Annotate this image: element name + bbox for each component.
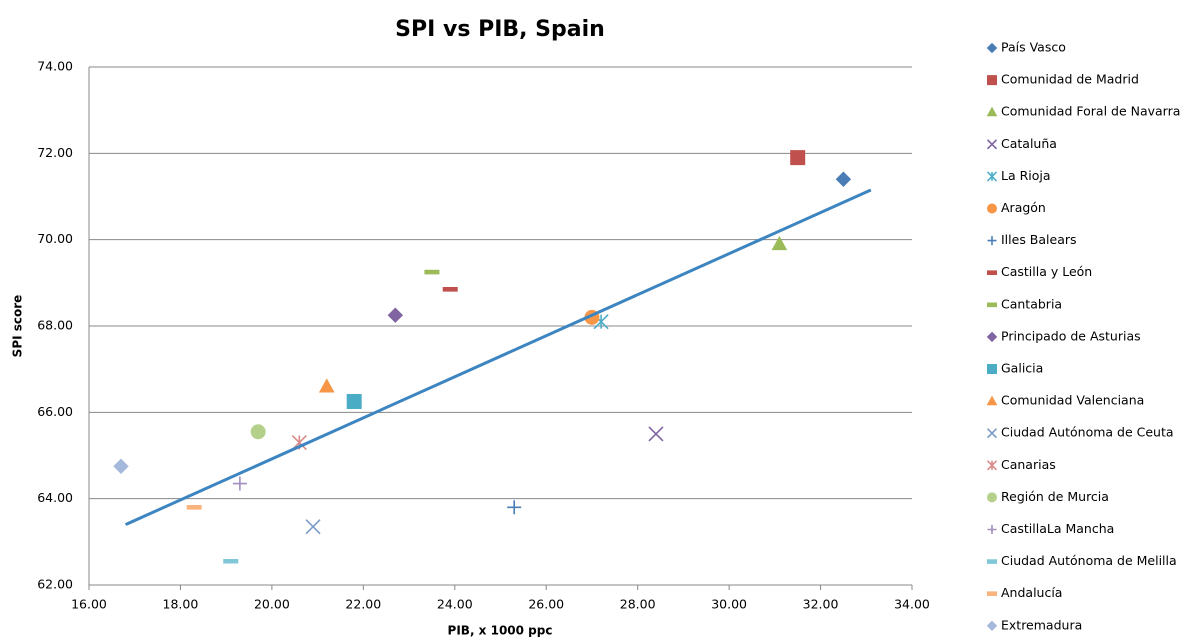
x-tick-label: 16.00 [71,597,107,612]
legend-label: Cantabria [1001,296,1062,311]
legend-label: Illes Balears [1001,232,1077,247]
x-tick-label: 34.00 [894,597,930,612]
x-tick-label: 20.00 [254,597,290,612]
point [346,394,362,410]
legend-label: Aragón [1001,200,1046,215]
legend-label: Región de Murcia [1001,489,1109,504]
legend-label: Canarias [1001,457,1056,472]
trendline [124,188,872,526]
point [771,235,788,251]
y-tick-label: 70.00 [37,231,73,246]
legend-label: Ciudad Autónoma de Ceuta [1001,425,1174,440]
legend-label: Castilla y León [1001,264,1092,279]
y-tick-label: 62.00 [37,577,73,592]
legend-label: CastillaLa Mancha [1001,521,1114,536]
x-tick-label: 28.00 [620,597,656,612]
point [424,269,440,275]
legend-marker [986,139,998,150]
legend-label: Andalucía [1001,585,1062,600]
point [250,424,266,440]
legend-marker [986,492,998,503]
point [648,426,664,442]
legend-marker [986,42,998,54]
point [305,519,321,535]
legend-label: Comunidad Valenciana [1001,393,1144,408]
legend-label: País Vasco [1001,40,1066,55]
legend-marker [987,591,997,596]
legend-marker [987,270,997,275]
legend-label: La Rioja [1001,168,1051,183]
legend-marker [986,428,998,439]
legend-marker [987,364,997,374]
x-axis-title: PIB, x 1000 ppc [448,624,553,638]
legend-marker [986,203,998,214]
point [790,150,806,166]
legend-label: Galicia [1001,361,1043,376]
x-tick-label: 18.00 [163,597,199,612]
legend-marker [986,460,998,471]
x-tick-label: 24.00 [437,597,473,612]
y-tick-label: 74.00 [37,59,73,74]
legend-marker [987,236,997,246]
legend-marker [986,395,998,406]
y-tick-label: 66.00 [37,404,73,419]
legend-marker [986,171,998,182]
legend-label: Cataluña [1001,136,1057,151]
point [232,476,247,491]
legend-label: Comunidad Foral de Navarra [1001,104,1180,119]
point [387,307,404,323]
point [223,558,239,564]
y-tick-label: 72.00 [37,145,73,160]
legend-marker [987,525,997,534]
x-tick-label: 22.00 [345,597,381,612]
legend-marker [986,331,998,343]
point [113,458,129,474]
x-tick-label: 32.00 [803,597,839,612]
chart-title: SPI vs PIB, Spain [395,17,605,42]
legend-marker [986,106,998,117]
legend-label: Ciudad Autónoma de Melilla [1001,553,1177,568]
y-tick-label: 64.00 [37,490,73,505]
y-axis-title: SPI score [11,295,25,358]
legend-marker [987,559,997,564]
legend-marker [987,302,997,308]
legend-marker [987,75,997,86]
legend-marker [986,620,998,632]
legend-label: Comunidad de Madrid [1001,72,1139,87]
point [507,500,522,515]
point [186,505,202,510]
point [442,287,458,292]
legend-label: Principado de Asturias [1001,328,1141,343]
x-tick-label: 26.00 [528,597,564,612]
point [835,171,852,187]
legend-label: Extremadura [1001,617,1082,632]
point [318,378,335,393]
y-tick-label: 68.00 [37,318,73,333]
x-tick-label: 30.00 [711,597,747,612]
